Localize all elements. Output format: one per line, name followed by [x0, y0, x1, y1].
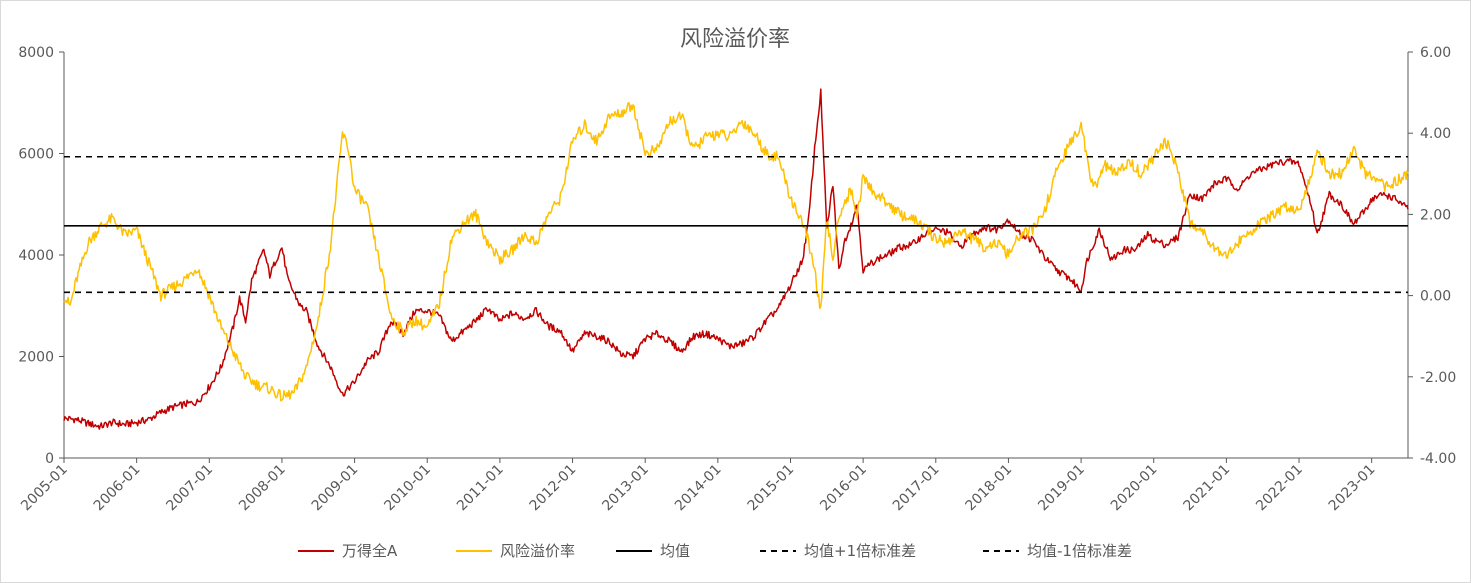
legend-label: 均值-1倍标准差 [1027, 542, 1132, 560]
series-line-risk-premium [63, 102, 1409, 402]
y-right-tick-label: -2.00 [1420, 370, 1456, 386]
y-right-tick-label: 4.00 [1420, 126, 1451, 142]
y-right-tick-label: 2.00 [1420, 207, 1451, 223]
legend-label: 风险溢价率 [500, 542, 575, 560]
legend-label: 均值+1倍标准差 [804, 542, 916, 560]
legend: 万得全A 风险溢价率 均值 均值+1倍标准差 均值-1倍标准差 [298, 542, 1132, 560]
y-left-tick-label: 0 [45, 451, 54, 467]
legend-label: 均值 [660, 542, 690, 560]
y-left-tick-label: 6000 [18, 147, 54, 163]
series-line-wind-a-index [63, 88, 1409, 430]
y-left-tick-label: 4000 [18, 248, 54, 264]
y-right-tick-label: 6.00 [1420, 45, 1451, 61]
y-right-tick-label: 0.00 [1420, 289, 1451, 305]
chart-title: 风险溢价率 [680, 27, 790, 52]
y-right-tick-label: -4.00 [1420, 451, 1456, 467]
y-left-tick-label: 2000 [18, 350, 54, 366]
y-left-tick-label: 8000 [18, 45, 54, 61]
legend-label: 万得全A [342, 542, 398, 560]
